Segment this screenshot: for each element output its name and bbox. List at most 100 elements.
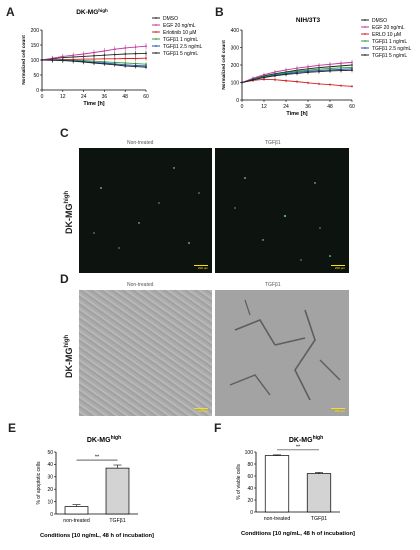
scale-bar-d2: 200 μm <box>331 408 345 413</box>
data-point <box>329 63 331 66</box>
chart-e-title: DK-MGhigh <box>87 435 121 444</box>
legend-marker <box>155 52 157 54</box>
data-point <box>145 66 147 69</box>
data-point <box>124 57 127 60</box>
micrograph-d-tgfb1: 200 μm <box>215 290 349 416</box>
legend-entry: Erlotinib 10 µM <box>163 30 196 36</box>
data-point <box>351 85 353 88</box>
category-label: TGFβ1 <box>311 516 327 522</box>
data-point <box>113 53 116 56</box>
y-axis-label: % of viable cells <box>236 464 242 500</box>
chart-a-title: DK-MGhigh <box>76 8 108 16</box>
x-tick-label: 60 <box>349 104 355 110</box>
data-point <box>307 81 309 84</box>
significance-label: ** <box>296 444 301 450</box>
category-label: non-treated <box>63 518 90 524</box>
x-tick-label: 24 <box>283 104 289 110</box>
data-point <box>103 57 106 60</box>
data-point <box>252 78 254 81</box>
data-point <box>103 63 106 65</box>
y-tick-label: 20 <box>247 498 253 504</box>
data-point <box>263 73 265 76</box>
x-tick-label: 60 <box>143 94 149 100</box>
y-tick-label: 40 <box>47 462 53 468</box>
x-tick-label: 24 <box>81 94 87 100</box>
category-label: TGFβ1 <box>109 518 125 524</box>
y-tick-label: 0 <box>236 98 239 104</box>
y-tick-label: 50 <box>33 73 39 79</box>
data-point <box>307 65 309 68</box>
data-point <box>72 60 75 63</box>
panel-d-col2: TGFβ1 <box>265 282 281 288</box>
bar <box>105 467 130 515</box>
data-point <box>93 62 95 64</box>
data-point <box>340 84 342 87</box>
data-point <box>340 69 342 72</box>
chart-a: DK-MGhigh 0 50 100 150 200 0 12 24 36 48 60 Time [h… <box>21 8 202 107</box>
micrograph-c-untreated: 200 μm <box>79 148 212 273</box>
y-tick-label: 20 <box>47 487 53 493</box>
legend-entry: TGFβ1 2.5 ng/mL <box>372 46 411 52</box>
panel-c-row-label: DK-MGhigh <box>64 190 74 234</box>
y-tick-label: 0 <box>50 512 53 518</box>
chart-f-plot: 0 20 40 60 80 100 non-treated TGFβ1 ** Conditions… <box>236 444 355 537</box>
x-tick-label: 48 <box>122 94 128 100</box>
data-point <box>72 54 75 57</box>
data-point <box>145 52 147 55</box>
data-point <box>241 81 243 84</box>
legend-marker <box>364 26 366 28</box>
significance-label: ** <box>95 455 100 461</box>
panel-c-header: Non-treated TGFβ1 <box>69 140 349 150</box>
legend-entry: TGFβ1 2.5 ng/mL <box>163 44 202 50</box>
data-point <box>113 48 116 51</box>
data-point <box>124 47 127 49</box>
y-tick-label: 50 <box>47 450 53 456</box>
x-axis-label: Conditions [10 ng/mL, 48 h of incubation… <box>241 531 355 537</box>
data-point <box>340 62 342 65</box>
chart-e: DK-MGhigh 0 10 20 30 40 50 non-treated TGFβ1 ** C… <box>36 435 154 539</box>
x-axis-label: Time [h] <box>83 101 104 107</box>
data-point <box>113 57 116 60</box>
y-tick-label: 100 <box>31 58 40 64</box>
data-point <box>263 78 265 81</box>
y-tick-label: 30 <box>47 475 53 481</box>
data-point <box>296 80 298 83</box>
y-tick-label: 100 <box>231 80 240 86</box>
micrograph-c-untreated-dots <box>93 167 200 249</box>
data-point <box>134 65 137 68</box>
chart-b-plot: 0 100 200 300 400 0 12 24 36 48 60 Time [h] Normaliz… <box>221 18 411 117</box>
scale-bar-c1: 200 μm <box>194 265 208 270</box>
data-point <box>274 71 276 73</box>
legend-entry: DMSO <box>163 16 178 22</box>
data-point <box>351 61 353 64</box>
legend-entry: ERLO 10 µM <box>372 32 401 38</box>
panel-label-a: A <box>6 5 15 19</box>
y-tick-label: 0 <box>250 510 253 516</box>
legend-marker <box>155 17 157 19</box>
micrograph-d-tgfb1-cells <box>229 299 341 401</box>
x-tick-label: 12 <box>261 104 267 110</box>
panel-label-e: E <box>8 421 17 435</box>
data-point <box>124 53 127 55</box>
micrograph-c-tgfb1: 200 μm <box>215 148 349 273</box>
data-point <box>318 64 320 67</box>
y-axis-label: % of apoptotic cells <box>36 461 42 505</box>
x-axis-label: Time [h] <box>286 111 307 117</box>
x-tick-label: 0 <box>241 104 244 110</box>
y-tick-label: 200 <box>31 28 40 34</box>
data-point <box>285 79 287 82</box>
x-tick-label: 36 <box>102 94 108 100</box>
panel-c-col2: TGFβ1 <box>265 140 281 146</box>
data-point <box>61 59 64 62</box>
data-point <box>145 45 147 48</box>
panel-d-col1: Non-treated <box>127 282 154 288</box>
panel-label-c: C <box>60 126 69 140</box>
legend-marker <box>155 24 157 26</box>
data-point <box>296 67 298 70</box>
chart-b-title: NIH/3T3 <box>296 17 321 24</box>
data-point <box>351 69 353 72</box>
y-tick-label: 400 <box>231 28 240 34</box>
data-point <box>285 73 287 76</box>
legend-marker <box>155 31 157 33</box>
y-tick-label: 200 <box>231 63 240 69</box>
